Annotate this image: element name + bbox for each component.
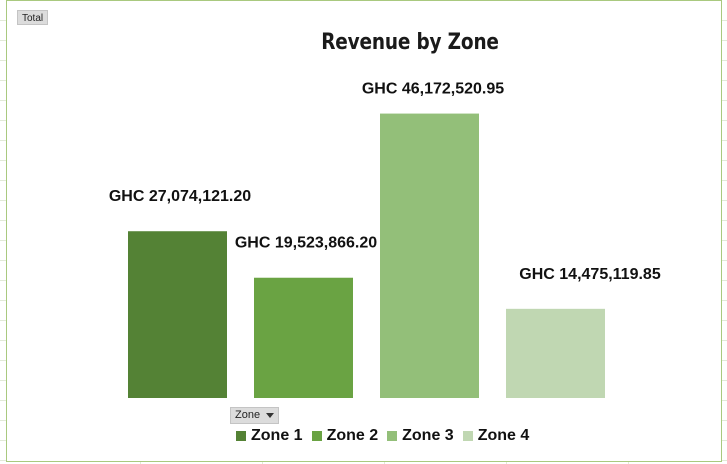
bar-zone-3[interactable]	[380, 113, 479, 398]
zone-field-label: Zone	[235, 409, 261, 421]
legend-item-zone-1[interactable]: Zone 1	[236, 427, 303, 445]
bar-zone-4[interactable]	[506, 308, 605, 398]
dropdown-arrow-icon	[266, 413, 275, 418]
legend-label: Zone 2	[326, 427, 379, 444]
zone-field-filter-button[interactable]: Zone	[230, 407, 280, 424]
data-label-zone-3: GHC 46,172,520.95	[362, 81, 504, 98]
legend-item-zone-3[interactable]: Zone 3	[387, 427, 454, 445]
bar-zone-1[interactable]	[128, 231, 227, 398]
legend-swatch	[462, 431, 473, 441]
legend-label: Zone 3	[402, 427, 454, 444]
legend-swatch	[236, 431, 246, 441]
bar-zone-2[interactable]	[254, 277, 353, 398]
legend-item-zone-2[interactable]: Zone 2	[311, 427, 379, 445]
pivot-value-field-button[interactable]: Total	[17, 10, 49, 25]
legend-item-zone-4[interactable]: Zone 4	[462, 427, 530, 445]
legend-label: Zone 1	[251, 427, 303, 444]
legend-swatch	[387, 431, 398, 441]
data-label-zone-2: GHC 19,523,866.20	[235, 235, 377, 252]
legend-swatch	[311, 431, 322, 441]
data-label-zone-4: GHC 14,475,119.85	[519, 266, 661, 283]
bars-group	[128, 113, 605, 398]
data-labels-group: GHC 27,074,121.20 GHC 19,523,866.20 GHC 46…	[109, 81, 661, 283]
chart-title: Revenue by Zone	[321, 30, 499, 55]
legend-label: Zone 4	[477, 427, 530, 444]
chart-legend[interactable]: Zone 1 Zone 2 Zone 3 Zone 4	[236, 427, 529, 445]
data-label-zone-1: GHC 27,074,121.20	[109, 188, 251, 205]
